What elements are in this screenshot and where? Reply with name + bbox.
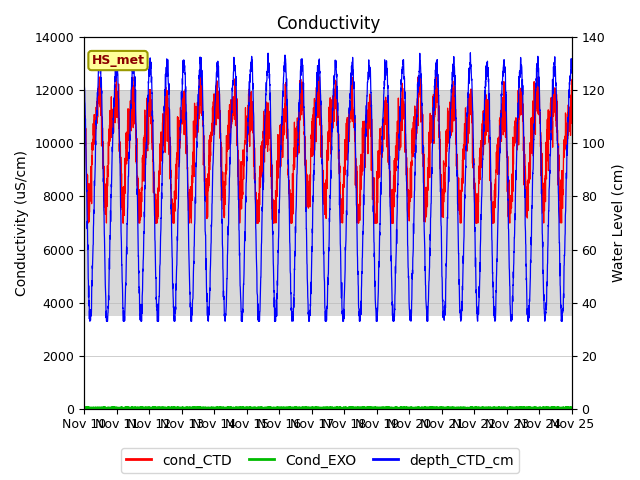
Y-axis label: Water Level (cm): Water Level (cm) xyxy=(611,164,625,282)
Text: HS_met: HS_met xyxy=(92,54,145,67)
Y-axis label: Conductivity (uS/cm): Conductivity (uS/cm) xyxy=(15,150,29,296)
Bar xyxy=(84,90,572,316)
Legend: cond_CTD, Cond_EXO, depth_CTD_cm: cond_CTD, Cond_EXO, depth_CTD_cm xyxy=(121,448,519,473)
Title: Conductivity: Conductivity xyxy=(276,15,380,33)
